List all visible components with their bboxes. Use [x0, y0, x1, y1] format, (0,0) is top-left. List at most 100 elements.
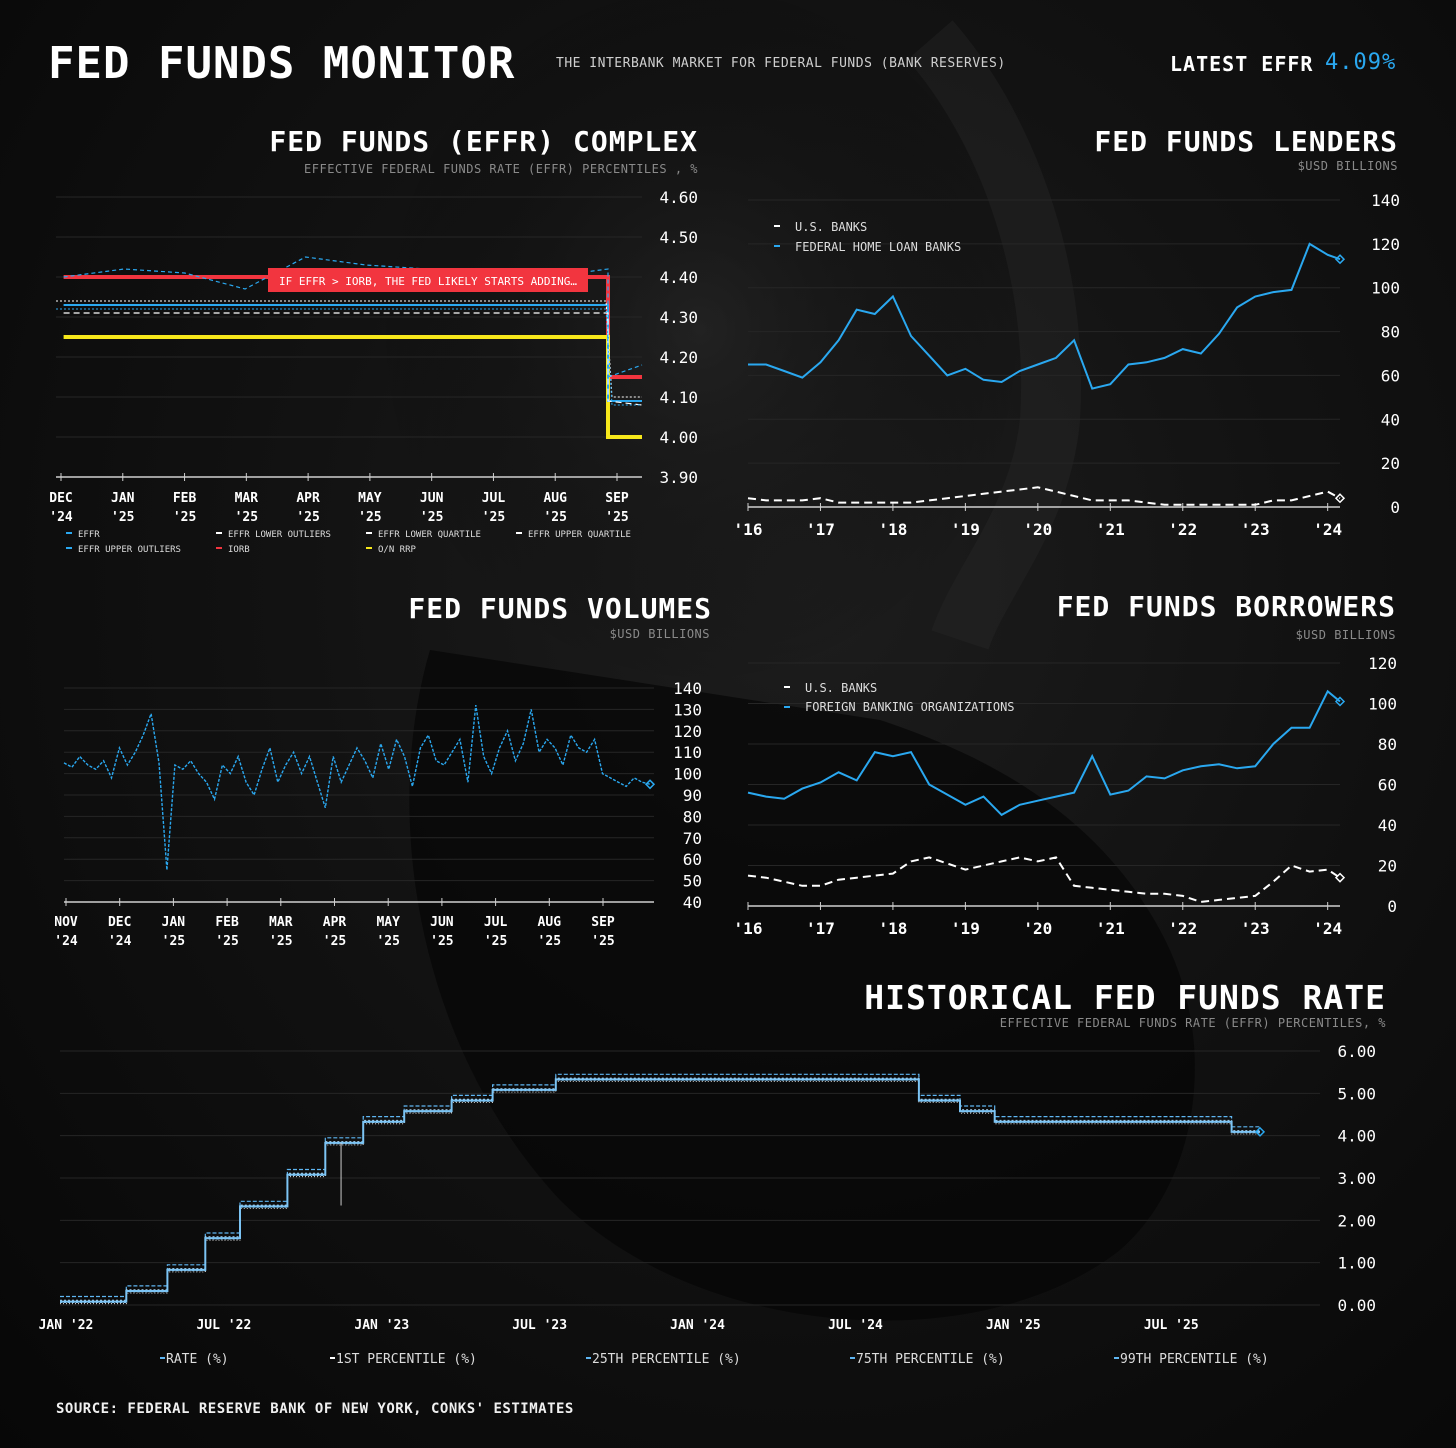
legend-label: EFFR LOWER OUTLIERS [228, 530, 331, 540]
historical-subtitle: EFFECTIVE FEDERAL FUNDS RATE (EFFR) PERC… [999, 1016, 1386, 1030]
x-tick-label-month: NOV [54, 915, 78, 930]
x-tick-label-month: MAR [269, 915, 293, 930]
y-tick-label: 20 [1381, 454, 1400, 473]
latest-effr-value: 4.09% [1325, 50, 1397, 75]
y-tick-label: 100 [673, 765, 702, 784]
legend-label: EFFR LOWER QUARTILE [378, 530, 481, 540]
x-tick-label-month: DEC [108, 915, 131, 930]
legend-swatch [586, 1357, 591, 1359]
x-tick-label: '18 [878, 520, 907, 539]
y-tick-label: 4.40 [659, 268, 698, 287]
lenders-chart: 140 120 100 80 60 40 20 0 '16 '17 '18 '19 '20 '21 '22 '… [734, 191, 1400, 539]
legend-swatch [1114, 1357, 1119, 1359]
x-tick-label: JAN '22 [39, 1318, 94, 1333]
x-tick-label: '19 [951, 520, 980, 539]
y-tick-label: 50 [683, 872, 702, 891]
y-tick-label: 40 [1378, 816, 1397, 835]
series-line-75th [60, 1077, 1260, 1301]
y-tick-label: 130 [673, 700, 702, 719]
x-tick-label: JUL '24 [828, 1318, 883, 1333]
legend-swatch [366, 547, 372, 549]
y-tick-label: 0 [1390, 498, 1400, 517]
borrowers-chart: 120 100 80 60 40 20 0 '16 '17 '18 '19 '20 '21 '22 '23 '… [734, 654, 1397, 938]
y-tick-label: 120 [1368, 654, 1397, 673]
legend-swatch [330, 1357, 335, 1359]
x-tick-label-month: JUN [420, 491, 444, 506]
x-tick-label-year: '25 [162, 934, 185, 949]
y-tick-label: 4.60 [659, 188, 698, 207]
legend-label: RATE (%) [166, 1352, 229, 1367]
x-tick-label: '20 [1023, 520, 1052, 539]
x-tick-label: '17 [806, 520, 835, 539]
x-tick-label-year: '25 [269, 934, 292, 949]
x-tick-label: '19 [951, 919, 980, 938]
legend-label: U.S. BANKS [805, 681, 877, 695]
y-tick-label: 0 [1387, 897, 1397, 916]
latest-effr-label: LATEST EFFR [1170, 52, 1314, 76]
lenders-title: FED FUNDS LENDERS [1094, 125, 1398, 158]
y-tick-label: 0.00 [1337, 1296, 1376, 1315]
x-tick-label: JUL '23 [512, 1318, 567, 1333]
legend-label: O/N RRP [378, 545, 417, 555]
x-tick-label: '21 [1096, 520, 1125, 539]
y-tick-label: 60 [1381, 366, 1400, 385]
x-tick-label-year: '25 [358, 510, 381, 525]
y-tick-label: 100 [1368, 695, 1397, 714]
x-tick-label: '24 [1313, 919, 1342, 938]
legend-label: EFFR UPPER OUTLIERS [78, 545, 181, 555]
annotation-text: IF EFFR > IORB, THE FED LIKELY STARTS AD… [279, 275, 577, 288]
x-tick-label-month: AUG [543, 491, 567, 506]
x-tick-label-year: '25 [420, 510, 443, 525]
series-line-upper-quartile [56, 300, 642, 398]
x-tick-label-year: '25 [376, 934, 399, 949]
y-tick-label: 120 [1371, 235, 1400, 254]
series-end-marker [644, 779, 656, 790]
legend-swatch [216, 547, 222, 549]
x-tick-label-year: '25 [482, 510, 505, 525]
borrowers-subtitle: $USD BILLIONS [1295, 628, 1396, 642]
x-tick-label-month: FEB [173, 491, 197, 506]
y-tick-label: 90 [683, 786, 702, 805]
legend-label: 1ST PERCENTILE (%) [336, 1352, 477, 1367]
y-tick-label: 100 [1371, 279, 1400, 298]
x-tick-label: '20 [1023, 919, 1052, 938]
legend-swatch [516, 532, 522, 534]
series-end-marker [1334, 493, 1346, 504]
source-note: SOURCE: FEDERAL RESERVE BANK OF NEW YORK… [56, 1401, 574, 1417]
x-tick-label: '18 [878, 919, 907, 938]
x-tick-label-year: '25 [323, 934, 346, 949]
legend-label: EFFR UPPER QUARTILE [528, 530, 631, 540]
page-title: FED FUNDS MONITOR [48, 38, 516, 89]
y-tick-label: 4.20 [659, 348, 698, 367]
legend-label: EFFR [78, 530, 100, 540]
y-tick-label: 120 [673, 722, 702, 741]
lenders-subtitle: $USD BILLIONS [1297, 159, 1398, 173]
volumes-subtitle: $USD BILLIONS [609, 627, 710, 641]
borrowers-title: FED FUNDS BORROWERS [1056, 590, 1396, 623]
y-tick-label: 20 [1378, 857, 1397, 876]
x-tick-label-year: '25 [173, 510, 196, 525]
x-tick-label: '22 [1168, 520, 1197, 539]
series-end-marker [1254, 1126, 1266, 1137]
legend-swatch [784, 686, 790, 688]
x-tick-label-year: '25 [605, 510, 628, 525]
x-tick-label-year: '25 [538, 934, 561, 949]
y-tick-label: 80 [1378, 735, 1397, 754]
x-tick-label: '23 [1241, 520, 1270, 539]
legend-swatch [66, 547, 72, 549]
x-tick-label-month: DEC [49, 491, 72, 506]
x-tick-label-year: '25 [296, 510, 319, 525]
x-tick-label-month: APR [323, 915, 347, 930]
y-tick-label: 40 [1381, 410, 1400, 429]
y-tick-label: 60 [1378, 776, 1397, 795]
x-tick-label-month: JUN [430, 915, 454, 930]
x-tick-label-month: JAN [162, 915, 186, 930]
legend-swatch [160, 1357, 165, 1359]
x-tick-label-year: '24 [108, 934, 132, 949]
y-tick-label: 3.00 [1337, 1169, 1376, 1188]
x-tick-label: JAN '24 [670, 1318, 725, 1333]
series-end-marker [1334, 872, 1346, 883]
x-tick-label-year: '24 [54, 934, 78, 949]
x-tick-label-month: FEB [215, 915, 239, 930]
